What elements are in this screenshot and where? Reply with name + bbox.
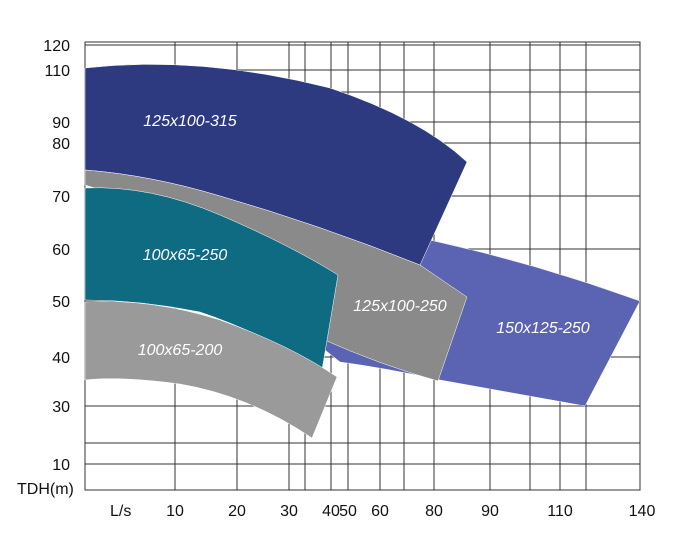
y-tick-label: 30: [52, 399, 70, 416]
x-tick-label: 60: [371, 503, 389, 520]
y-tick-label: 60: [52, 242, 70, 259]
x-tick-label: 50: [339, 503, 357, 520]
label-150x125-250: 150x125-250: [496, 320, 590, 337]
x-tick-label: 20: [228, 503, 246, 520]
y-tick-label: 80: [52, 136, 70, 153]
region-100x65-250: [84, 187, 339, 371]
x-tick-label: 90: [481, 503, 499, 520]
x-tick-label: 110: [547, 503, 573, 520]
y-tick-label: 50: [52, 294, 70, 311]
x-axis-label: L/s: [110, 503, 131, 520]
x-tick-label: 30: [280, 503, 298, 520]
x-tick-label: 140: [629, 503, 656, 520]
y-tick-label: 120: [43, 38, 70, 55]
y-tick-label: 40: [52, 350, 70, 367]
y-tick-label: 10: [52, 457, 70, 474]
x-tick-label: 40: [322, 503, 340, 520]
x-tick-label: 10: [166, 503, 184, 520]
region-labels: 150x125-250 125x100-315 125x100-250 100x65-…: [138, 113, 590, 359]
y-axis-ticks: 10 30 40 50 60 70 80 90 110 120: [43, 38, 70, 474]
x-tick-label: 80: [425, 503, 443, 520]
pump-regions: [84, 64, 641, 439]
region-100x65-200: [84, 301, 338, 439]
label-100x65-250: 100x65-250: [143, 247, 228, 264]
y-tick-label: 70: [52, 189, 70, 206]
label-125x100-315: 125x100-315: [143, 113, 237, 130]
x-axis-ticks: 10 20 30 40 50 60 80 90 110 140: [166, 503, 655, 520]
y-axis-label: TDH(m): [17, 481, 74, 498]
label-100x65-200: 100x65-200: [138, 342, 223, 359]
y-tick-label: 110: [44, 63, 70, 80]
y-tick-label: 90: [52, 115, 70, 132]
label-125x100-250: 125x100-250: [353, 298, 447, 315]
